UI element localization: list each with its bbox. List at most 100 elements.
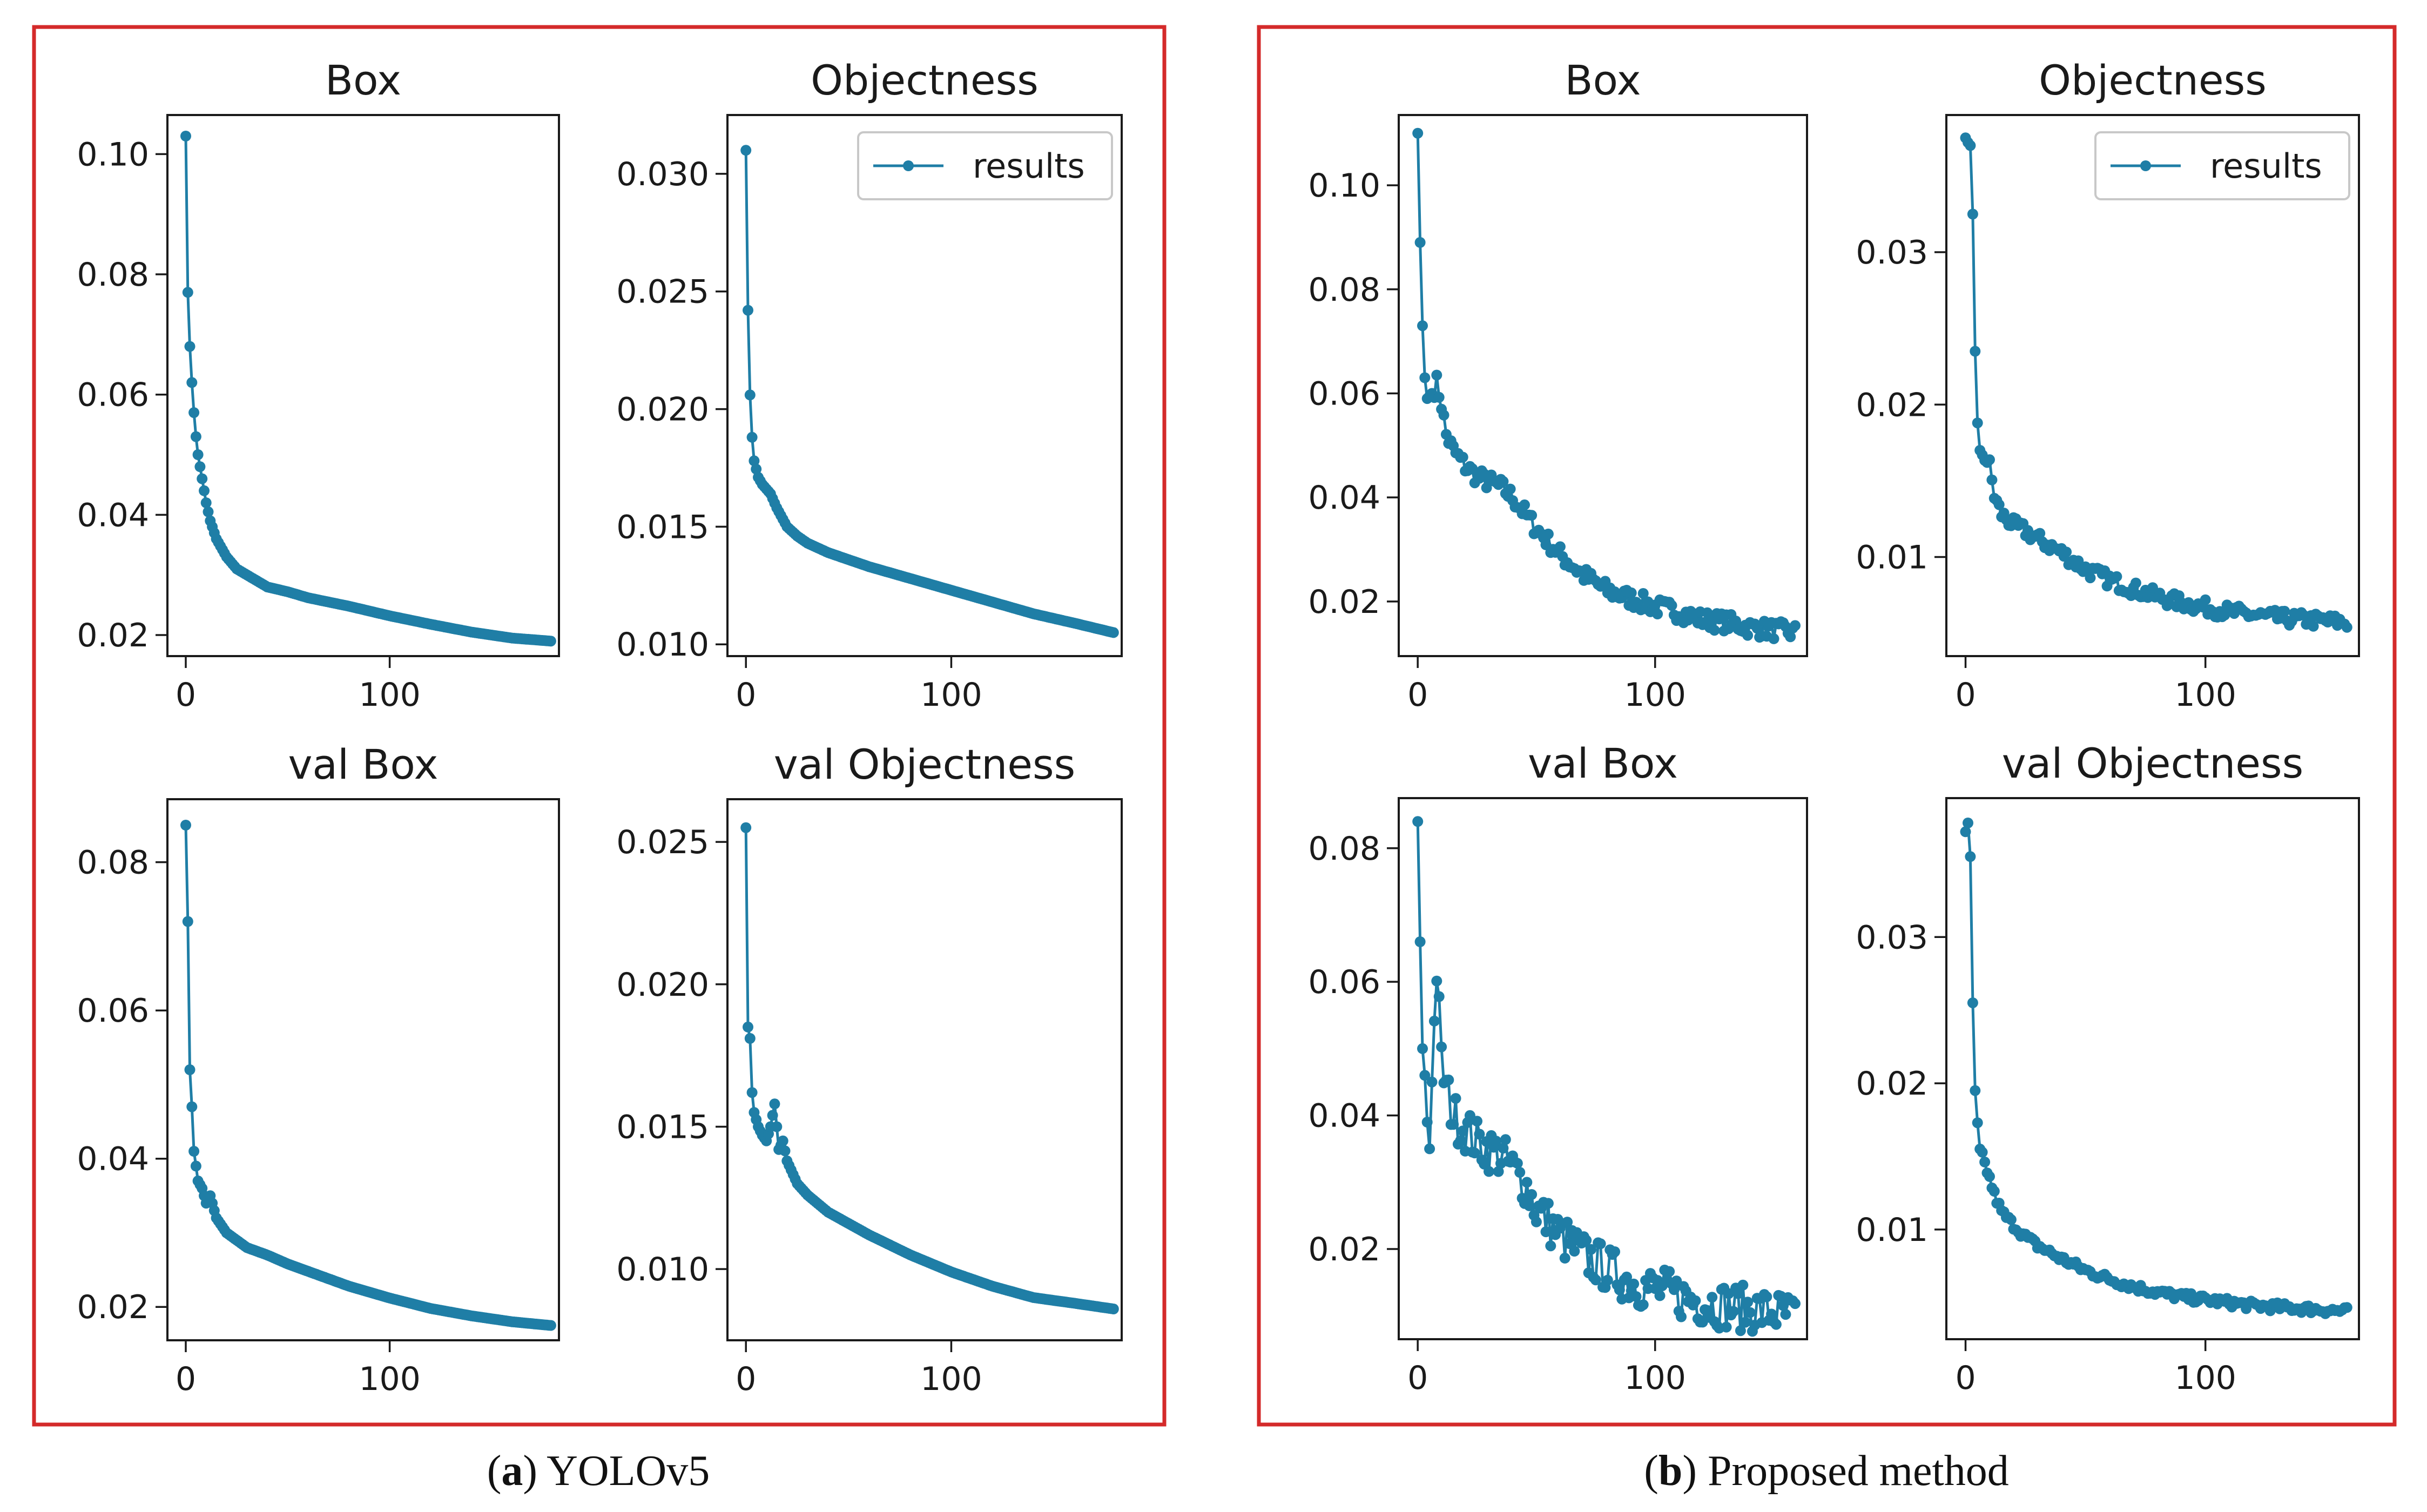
chart-a-3-xtick-label: 0 [176, 1360, 196, 1398]
chart-b-4-xtick-label: 0 [1955, 1359, 1976, 1397]
chart-a-2-ytick-label: 0.025 [616, 273, 709, 311]
chart-b-2-ytick-label: 0.02 [1856, 386, 1928, 424]
chart-b-1-data-point [1433, 392, 1445, 403]
chart-b-4-data-point [1965, 851, 1976, 862]
chart-b-2-data-point [1972, 417, 1983, 429]
chart-b-3-data-point [1500, 1134, 1511, 1145]
chart-b-3-data-point [1742, 1297, 1754, 1308]
chart-b-3-data-point [1540, 1226, 1552, 1238]
chart-b-3-ytick-label: 0.08 [1308, 830, 1380, 868]
chart-b-3-data-point [1676, 1311, 1687, 1322]
chart-a-3-data-point [182, 916, 193, 927]
chart-b-3-data-point [1595, 1238, 1606, 1250]
caption-b: (b) Proposed method [1644, 1447, 2009, 1495]
chart-b-1-data-point [1505, 483, 1516, 495]
chart-a-2-legend: results [857, 131, 1113, 200]
chart-b-3-data-point [1455, 1135, 1466, 1146]
chart-a-1-xtick-label: 0 [176, 676, 196, 714]
caption-a: (a) YOLOv5 [487, 1447, 710, 1495]
chart-b-3-data-point [1472, 1116, 1482, 1127]
chart-a-4-data-point [746, 1087, 758, 1098]
chart-b-4-data-point [1972, 1117, 1983, 1129]
chart-a-1-data-point [197, 473, 208, 484]
chart-a-1-data-point [182, 287, 193, 298]
chart-b-3-data-point [1569, 1246, 1580, 1257]
chart-a-2-ytick-label: 0.015 [616, 508, 709, 546]
chart-b-3-data-point [1732, 1288, 1744, 1299]
chart-b-1-data-point [1742, 630, 1754, 641]
chart-b-3-ytick-label: 0.04 [1308, 1097, 1380, 1135]
group-b-frame [1257, 25, 2397, 1427]
chart-b-2-xtick-label: 100 [2174, 676, 2236, 714]
chart-a-2-data-point [740, 145, 752, 156]
chart-b-1-data-point [1519, 499, 1530, 510]
chart-b-3-data-point [1602, 1274, 1613, 1286]
chart-a-4-data-point [771, 1121, 783, 1132]
chart-b-3-data-point [1428, 1015, 1440, 1027]
chart-b-2-data-point [2200, 594, 2211, 605]
chart-a-1-ytick-label: 0.04 [77, 496, 149, 534]
chart-b-3-data-point [1690, 1295, 1701, 1306]
chart-b-1-data-point [1526, 510, 1538, 521]
chart-a-1-xtick-label: 100 [359, 676, 421, 714]
chart-b-3-data-point [1581, 1234, 1592, 1246]
chart-a-2-ytick-label: 0.020 [616, 391, 709, 429]
chart-b-3-data-point [1457, 1125, 1468, 1137]
chart-b-3-data-point [1562, 1217, 1573, 1228]
chart-b-3: val Box 0.02 0.04 0.06 0.08 0 100 [1308, 739, 1808, 1397]
chart-b-3-data-point [1790, 1298, 1801, 1310]
chart-b-3-data-point [1469, 1148, 1480, 1159]
chart-a-2-ytick-label: 0.030 [616, 156, 709, 193]
chart-b-1: Box 0.02 0.04 0.06 0.08 0.10 0 100 [1308, 56, 1808, 714]
chart-b-3-data-point [1740, 1317, 1751, 1328]
chart-b-1-data-point [1751, 623, 1763, 634]
chart-b-4-title: val Objectness [2002, 739, 2303, 787]
chart-a-4-ytick-label: 0.010 [616, 1251, 709, 1288]
chart-b-3-data-point [1628, 1278, 1640, 1290]
chart-a-3-plot-area [166, 798, 560, 1341]
chart-b-2-legend-label: results [2210, 146, 2322, 186]
chart-b-3-data-point [1621, 1271, 1632, 1282]
chart-b-1-xtick-label: 0 [1407, 676, 1428, 714]
chart-b-3-data-point [1744, 1307, 1756, 1318]
chart-b-3-data-point [1545, 1240, 1556, 1252]
chart-b-2-data-point [2111, 571, 2122, 582]
chart-a-4-xtick-label: 0 [736, 1360, 756, 1398]
chart-a-1-data-point [194, 461, 206, 473]
chart-b-3-data-point [1426, 1076, 1438, 1088]
chart-b-2-legend: results [2094, 131, 2350, 200]
chart-a-4-data-point [779, 1145, 791, 1157]
chart-b-3-data-point [1512, 1158, 1523, 1169]
chart-b-2-data-point [2085, 572, 2096, 584]
chart-b-2-data-point [2341, 622, 2352, 633]
chart-b-3-data-point [1498, 1143, 1509, 1154]
chart-b-3-data-point [1421, 1117, 1433, 1128]
chart-b-4-xtick-label: 100 [2174, 1359, 2236, 1397]
chart-b-3-data-point [1668, 1284, 1680, 1295]
chart-b-1-data-point [1554, 541, 1566, 552]
chart-a-2-data-point [1108, 627, 1119, 638]
chart-b-3-data-point [1484, 1166, 1494, 1177]
chart-b-3-xtick-label: 100 [1624, 1359, 1686, 1397]
chart-a-3-ytick-label: 0.08 [77, 844, 149, 882]
chart-a-4-data-point [777, 1135, 788, 1146]
chart-b-2-data-point [2061, 546, 2072, 558]
chart-b-2-data-point [1965, 140, 1976, 151]
caption-a-text: ) YOLOv5 [523, 1447, 710, 1495]
chart-a-1-ytick-label: 0.02 [77, 617, 149, 654]
chart-a-3-data-point [184, 1064, 195, 1075]
chart-b-4-plot-area [1945, 797, 2360, 1340]
chart-b-3-data-point [1448, 1119, 1459, 1130]
chart-b-3-data-point [1412, 816, 1424, 827]
chart-b-1-ytick-label: 0.06 [1308, 375, 1380, 413]
chart-b-1-data-point [1498, 476, 1509, 487]
chart-a-2-ytick-label: 0.010 [616, 626, 709, 664]
chart-a-3-data-point [188, 1146, 200, 1157]
chart-b-3-data-point [1474, 1129, 1485, 1140]
chart-a-2-data-point [749, 455, 760, 467]
chart-a-2-xtick-label: 100 [920, 676, 982, 714]
caption-b-text: ) Proposed method [1682, 1447, 2008, 1495]
chart-a-1-data-point [203, 506, 214, 517]
chart-a-1-data-point [186, 377, 198, 388]
